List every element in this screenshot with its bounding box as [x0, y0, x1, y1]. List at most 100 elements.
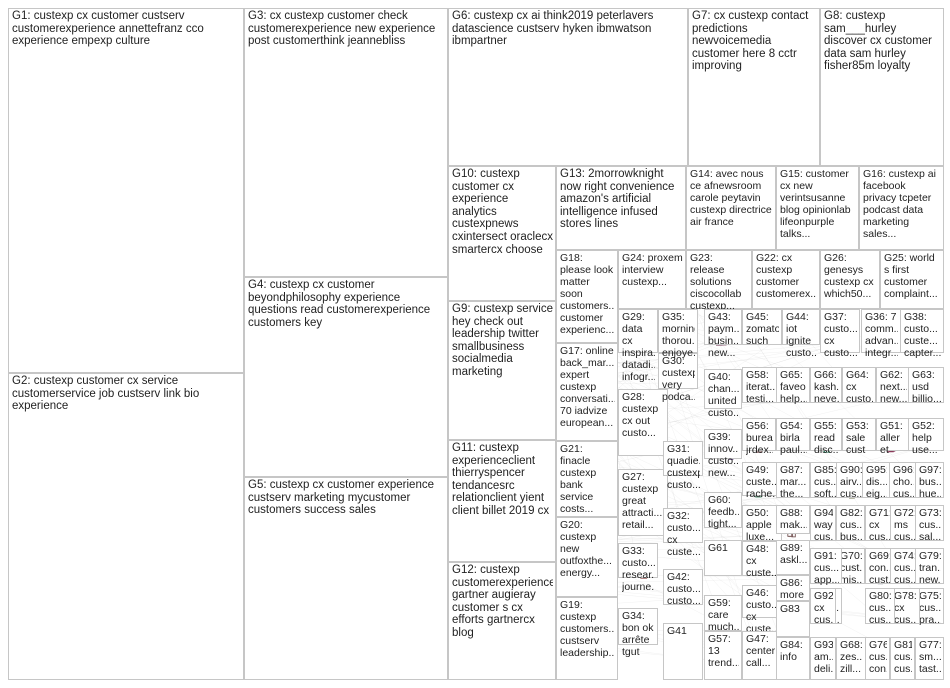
group-box-g68: G68: zes... zill...	[836, 637, 866, 680]
group-box-g19: G19: custexp customers... custserv leade…	[556, 597, 618, 680]
group-box-g96: G96: cho... cus...	[889, 462, 917, 500]
group-label-g37: G37: custo... cx custo...	[824, 311, 857, 359]
group-box-g97: G97: bus... hue...	[915, 462, 944, 500]
group-box-g64: G64: cx custo...	[842, 367, 876, 405]
group-box-g75: G75: cus... pra...	[915, 588, 944, 626]
group-box-g34: G34: bon ok arrête tgut	[618, 608, 658, 658]
group-label-g27: G27: custexp great attracti... retail...	[622, 471, 663, 531]
group-label-g19: G19: custexp customers... custserv leade…	[560, 599, 615, 659]
group-label-g57: G57: 13 trend...	[708, 633, 739, 669]
group-box-g61: G61	[704, 540, 742, 576]
group-box-g44: G44: iot ignite custo...	[782, 309, 820, 359]
group-box-g55: G55: read disc...	[810, 418, 842, 456]
group-label-g9: G9: custexp service hey check out leader…	[452, 303, 553, 378]
group-label-g51: G51: aller et	[880, 420, 903, 456]
group-box-g80: G80: cus... cus...	[865, 588, 895, 626]
group-box-g60: G60: feedb... tight...	[704, 492, 742, 530]
group-label-g24: G24: proxem interview custexp...	[622, 252, 683, 288]
group-label-g14: G14: avec nous ce afnewsroom carole peyt…	[690, 168, 772, 228]
group-label-g84: G84: info	[780, 639, 803, 663]
group-label-g61: G61	[708, 542, 728, 554]
group-box-g36: G36: 7 comm... advan... integr...	[861, 309, 901, 359]
group-box-g90: G90: airv... cus...	[836, 462, 866, 500]
group-label-g74: G74: cus... cus...	[894, 550, 917, 586]
group-box-g12: G12: custexp customerexperience gartner …	[448, 562, 556, 680]
group-label-g87: G87: mar... the...	[780, 464, 807, 500]
group-label-g31: G31: quadie... custexp custo...	[667, 443, 700, 491]
group-box-g22: G22: cx custexp customer customerex...	[752, 250, 820, 309]
group-box-g1: G1: custexp cx customer custserv custome…	[8, 8, 244, 373]
group-label-g36: G36: 7 comm... advan... integr...	[865, 311, 898, 359]
group-box-g9: G9: custexp service hey check out leader…	[448, 301, 556, 440]
group-label-g1: G1: custexp cx customer custserv custome…	[12, 10, 204, 48]
group-label-g29: G29: data cx inspira... datadi... infogr…	[622, 311, 655, 383]
group-box-g57: G57: 13 trend...	[704, 631, 742, 680]
group-label-g22: G22: cx custexp customer customerex...	[756, 252, 817, 300]
group-label-g17: G17: online back_mar... expert custexp c…	[560, 345, 615, 429]
group-box-g40: G40: chan... united custo...	[704, 369, 742, 419]
group-box-g6: G6: custexp cx ai think2019 peterlavers …	[448, 8, 688, 166]
group-label-g81: G81: cus... cus...	[894, 639, 912, 675]
group-label-g77: G77: sm... tast...	[919, 639, 941, 675]
group-label-g16: G16: custexp ai facebook privacy tcpeter…	[863, 168, 936, 240]
group-label-g3: G3: cx custexp customer check customerex…	[248, 10, 436, 48]
group-label-g28: G28: custexp cx out custo...	[622, 391, 659, 439]
group-label-g79: G79: tran... new...	[919, 550, 941, 586]
group-label-g7: G7: cx custexp contact predictions newvo…	[692, 10, 809, 73]
group-box-g3: G3: cx custexp customer check customerex…	[244, 8, 448, 277]
group-label-g52: G52: help use...	[912, 420, 938, 456]
group-label-g92: G92: cx cus...	[814, 590, 833, 626]
group-box-g50: G50: apple luxe...	[742, 505, 782, 543]
group-label-g93: G93: am... deli...	[814, 639, 833, 675]
group-label-g71: G71: cx cus...	[869, 507, 892, 543]
group-box-g39: G39: innov... custo... new...	[704, 429, 742, 479]
group-box-g41: G41	[663, 623, 703, 680]
group-box-g42: G42: custo... custo...	[663, 569, 703, 607]
group-label-g69: G69: con... cust...	[869, 550, 892, 586]
group-label-g78: G78: cx cus...	[894, 590, 917, 626]
group-box-g31: G31: quadie... custexp custo...	[663, 441, 703, 491]
group-label-g96: G96: cho... cus...	[893, 464, 914, 500]
group-label-g4: G4: custexp cx customer beyondphilosophy…	[248, 279, 431, 329]
group-label-g85: G85: cus... soft...	[814, 464, 839, 500]
group-box-g58: G58: iterat... testi...	[742, 367, 782, 405]
group-label-g58: G58: iterat... testi...	[746, 369, 779, 405]
group-box-g62: G62: next... new...	[876, 367, 910, 405]
group-box-g93: G93: am... deli...	[810, 637, 836, 680]
group-label-g88: G88: mak...	[780, 507, 807, 531]
group-label-g63: G63: usd billio...	[912, 369, 941, 405]
group-box-g32: G32: custo... cx custe...	[663, 508, 703, 558]
group-box-g56: G56: burea... jrdex...	[742, 418, 776, 456]
group-label-g94: G94: way cus...	[814, 507, 833, 543]
group-box-g25: G25: world s first customer complaint...	[880, 250, 944, 309]
group-box-g94: G94: way cus...	[810, 505, 836, 543]
group-label-g20: G20: custexp new outfoxthe... energy...	[560, 519, 612, 579]
group-box-g16: G16: custexp ai facebook privacy tcpeter…	[859, 166, 944, 250]
group-label-g56: G56: burea... jrdex...	[746, 420, 773, 456]
group-label-g23: G23: release solutions ciscocollab custe…	[690, 252, 742, 312]
group-label-g66: G66: kash... neve...	[814, 369, 839, 405]
group-label-g97: G97: bus... hue...	[919, 464, 941, 500]
group-label-g80: G80: cus... cus...	[869, 590, 892, 626]
group-label-g42: G42: custo... custo...	[667, 571, 700, 607]
group-box-g7: G7: cx custexp contact predictions newvo…	[688, 8, 820, 166]
group-box-g92: G92: cx cus...	[810, 588, 836, 626]
group-label-g65: G65: faveo help...	[780, 369, 807, 405]
group-box-g48: G48: cx custe...	[742, 541, 782, 579]
group-label-g53: G53: sale cust	[846, 420, 869, 456]
group-label-g60: G60: feedb... tight...	[708, 494, 739, 530]
group-box-g89: G89: askl...	[776, 540, 810, 575]
group-box-g37: G37: custo... cx custo...	[820, 309, 860, 359]
group-box-g65: G65: faveo help...	[776, 367, 810, 405]
group-label-g75: G75: cus... pra...	[919, 590, 941, 626]
group-box-g47: G47: center call...	[742, 631, 782, 680]
group-label-g47: G47: center call...	[746, 633, 776, 669]
group-box-g26: G26: genesys custexp cx which50...	[820, 250, 880, 309]
group-label-g12: G12: custexp customerexperience gartner …	[452, 564, 553, 639]
group-box-g23: G23: release solutions ciscocollab custe…	[686, 250, 752, 312]
group-box-g24: G24: proxem interview custexp...	[618, 250, 686, 309]
group-label-g95: G95: dis... eig...	[866, 464, 887, 500]
group-label-g8: G8: custexp sam___hurley discover cx cus…	[824, 10, 933, 73]
group-box-g76: G76: cus... con...	[865, 637, 890, 680]
group-box-g95: G95: dis... eig...	[862, 462, 890, 500]
